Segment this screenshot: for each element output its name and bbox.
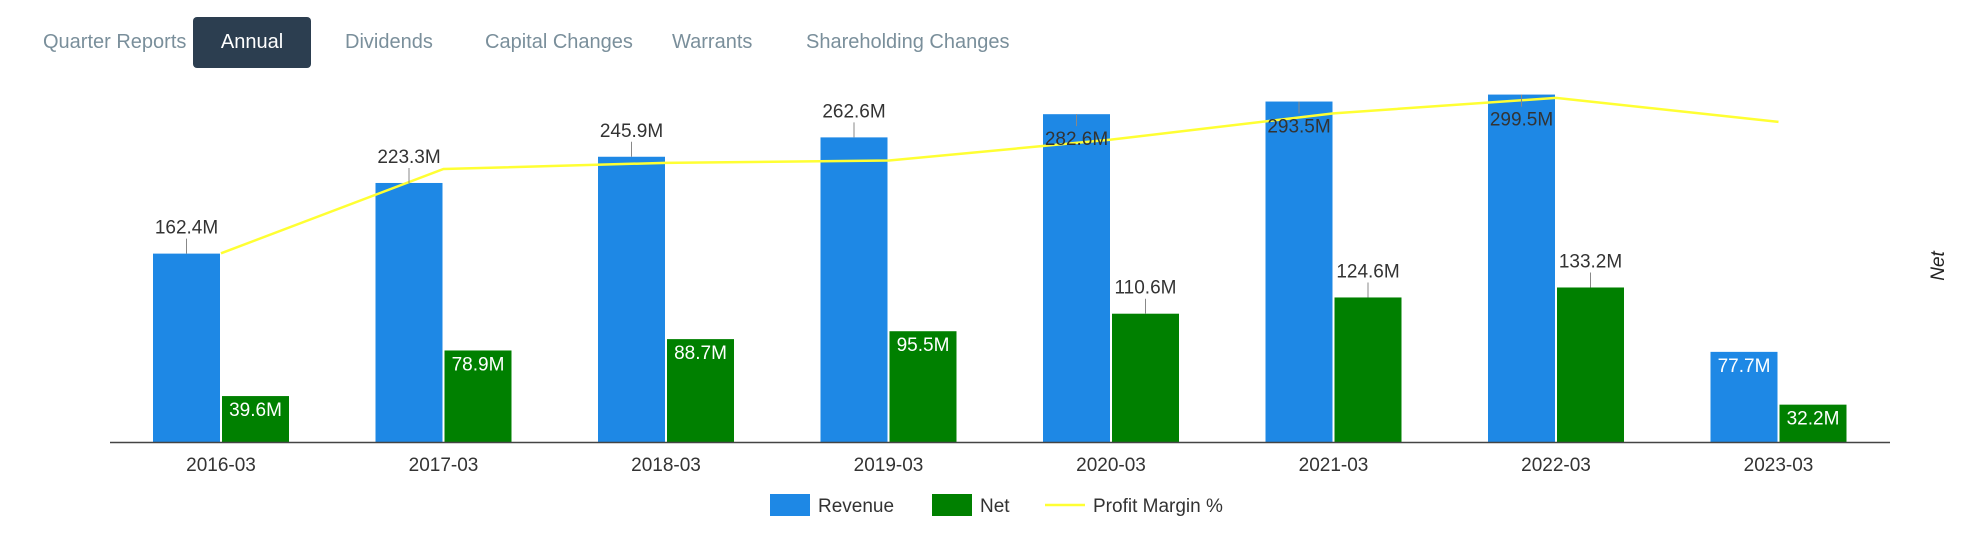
y2-axis-title: Net (1928, 251, 1949, 281)
tab-quarter-reports[interactable]: Quarter Reports (43, 31, 187, 53)
x-tick-label: 2020-03 (1076, 455, 1146, 476)
net-bar (889, 331, 957, 442)
revenue-data-label: 262.6M (822, 101, 885, 122)
x-axis: 2016-03 2017-03 2018-03 2019-03 2020-03 2021-… (110, 441, 1890, 476)
net-bar (1557, 287, 1624, 442)
legend-swatch-net (932, 494, 972, 516)
net-data-label: 133.2M (1559, 251, 1622, 272)
tab-dividends[interactable]: Dividends (345, 31, 433, 53)
net-bar (667, 339, 734, 442)
revenue-data-label: 162.4M (155, 218, 218, 239)
revenue-bar (1043, 114, 1110, 443)
legend-label-profit-margin: Profit Margin % (1093, 496, 1223, 517)
revenue-bar (1488, 94, 1555, 442)
revenue-data-label: 77.7M (1718, 356, 1771, 377)
bar-group (153, 94, 1847, 443)
net-data-label: 95.5M (897, 335, 950, 356)
revenue-bar (598, 156, 665, 443)
line-group (220, 96, 1779, 255)
net-data-label: 39.6M (229, 400, 282, 421)
legend-swatch-revenue (770, 494, 810, 516)
revenue-data-label: 282.6M (1045, 129, 1108, 150)
tab-annual[interactable]: Annual (193, 17, 311, 68)
x-tick-label: 2019-03 (854, 455, 924, 476)
x-tick-label: 2017-03 (409, 455, 479, 476)
net-bar (1112, 313, 1179, 442)
net-bar (222, 396, 289, 442)
revenue-bar (1710, 351, 1778, 442)
legend-label-revenue: Revenue (818, 496, 894, 517)
tab-shareholding-changes[interactable]: Shareholding Changes (806, 31, 1010, 53)
net-data-label: 110.6M (1115, 278, 1177, 299)
legend: Revenue Net Profit Margin % (770, 494, 1223, 517)
revenue-bar (153, 253, 220, 442)
revenue-bar (820, 137, 888, 442)
x-tick-label: 2022-03 (1521, 455, 1591, 476)
net-bar (1334, 297, 1402, 442)
net-bar (444, 350, 512, 442)
net-data-label: 124.6M (1336, 261, 1399, 282)
net-data-label: 32.2M (1787, 409, 1840, 430)
x-tick-label: 2016-03 (186, 455, 256, 476)
revenue-bar (375, 182, 443, 443)
revenue-data-label: 245.9M (600, 121, 663, 142)
data-label-group: 162.4M 39.6M 223.3M 78.9M 245.9M 88.7M 262.6M 9… (155, 94, 1840, 430)
net-bar (1779, 404, 1847, 442)
revenue-bar (1265, 101, 1333, 442)
tab-warrants[interactable]: Warrants (672, 31, 753, 53)
net-data-label: 88.7M (674, 343, 727, 364)
x-tick-label: 2021-03 (1299, 455, 1369, 476)
revenue-data-label: 293.5M (1267, 117, 1330, 138)
net-data-label: 78.9M (452, 354, 505, 375)
x-tick-label: 2018-03 (631, 455, 701, 476)
tab-capital-changes[interactable]: Capital Changes (485, 31, 633, 53)
report-tabs: Quarter Reports Annual Dividends Capital… (0, 0, 1974, 86)
legend-label-net: Net (980, 496, 1010, 517)
profit-margin-line (220, 96, 1779, 255)
revenue-data-label: 299.5M (1490, 110, 1553, 131)
x-tick-label: 2023-03 (1744, 455, 1814, 476)
revenue-data-label: 223.3M (377, 147, 440, 168)
